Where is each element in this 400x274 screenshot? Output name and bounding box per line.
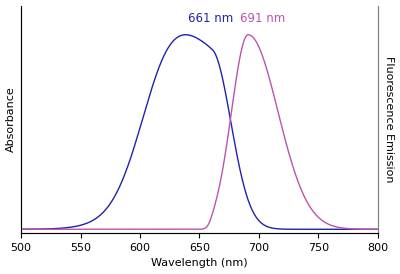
Y-axis label: Absorbance: Absorbance xyxy=(6,87,16,152)
Text: 691 nm: 691 nm xyxy=(240,12,285,25)
X-axis label: Wavelength (nm): Wavelength (nm) xyxy=(151,258,248,269)
Text: 661 nm: 661 nm xyxy=(188,12,233,25)
Y-axis label: Fluorescence Emission: Fluorescence Emission xyxy=(384,56,394,182)
